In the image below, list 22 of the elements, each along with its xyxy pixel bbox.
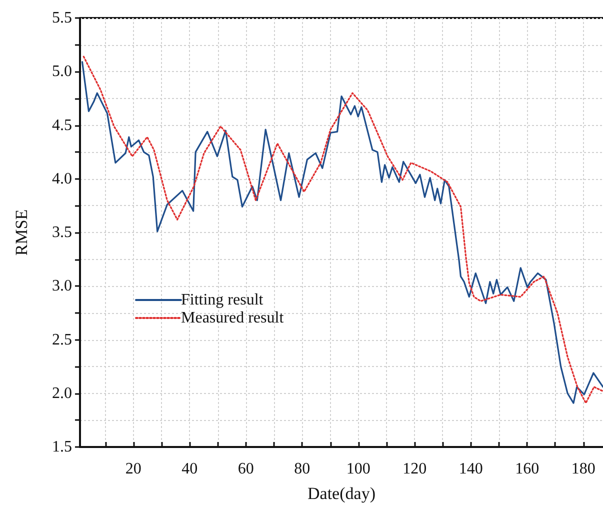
x-tick-label: 100 <box>346 460 370 478</box>
x-tick-label: 160 <box>515 460 540 478</box>
x-axis-title: Date(day) <box>308 484 376 503</box>
y-tick-label: 3.0 <box>52 278 72 295</box>
legend-label: Measured result <box>181 310 284 326</box>
y-tick-label: 4.0 <box>52 170 72 188</box>
y-tick-label: 4.5 <box>52 116 72 134</box>
y-tick-label: 1.5 <box>52 438 72 456</box>
y-tick-label: 2.5 <box>52 331 72 348</box>
x-tick-label: 80 <box>294 460 310 478</box>
y-axis-title: RMSE <box>12 209 31 256</box>
x-tick-label: 20 <box>125 460 142 478</box>
y-tick-label: 3.5 <box>52 224 72 241</box>
y-tick-label: 5.5 <box>52 10 72 26</box>
x-tick-label: 60 <box>238 460 254 478</box>
x-tick-label: 40 <box>182 460 198 478</box>
y-tick-label: 5.0 <box>52 63 72 80</box>
y-tick-label: 2.0 <box>52 384 72 402</box>
x-tick-label: 140 <box>458 460 483 478</box>
x-tick-label: 180 <box>571 460 596 478</box>
legend-label: Fitting result <box>181 292 264 308</box>
x-tick-label: 120 <box>402 460 427 478</box>
